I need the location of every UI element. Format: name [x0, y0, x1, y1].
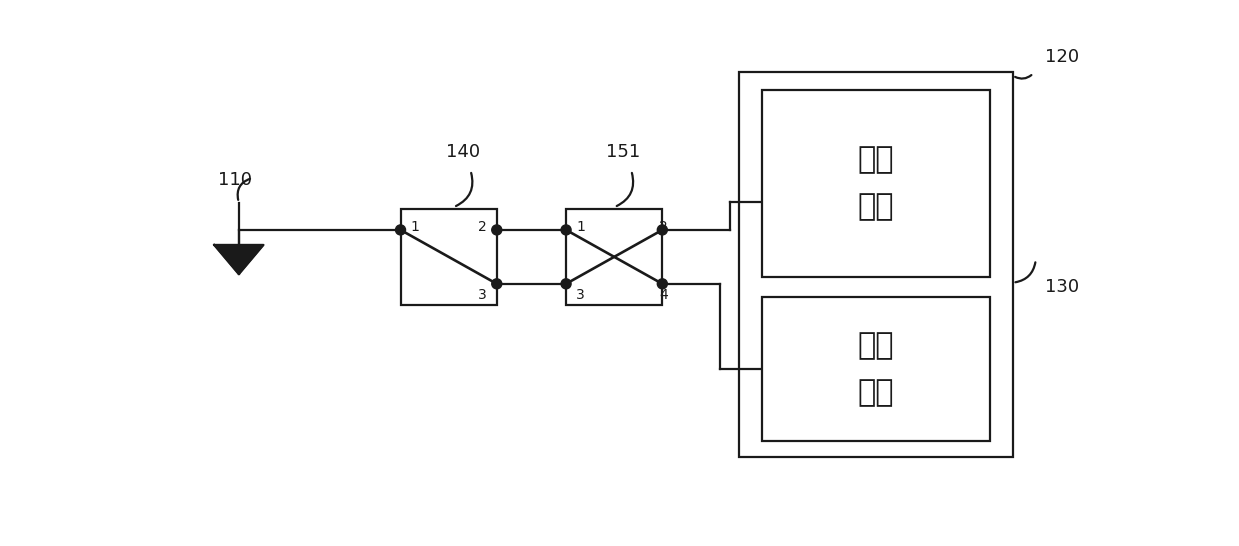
- Text: 151: 151: [606, 143, 641, 161]
- Polygon shape: [214, 245, 264, 274]
- Bar: [762, 296, 990, 441]
- Circle shape: [492, 225, 502, 235]
- Bar: [566, 209, 663, 305]
- Text: 3: 3: [576, 288, 585, 302]
- Text: 第一
芯片: 第一 芯片: [857, 145, 895, 222]
- Text: 2: 2: [659, 220, 668, 234]
- Text: 140: 140: [446, 143, 479, 161]
- Bar: [762, 90, 990, 276]
- Text: 110: 110: [218, 171, 252, 189]
- Circle shape: [658, 279, 668, 289]
- Text: 第二
芯片: 第二 芯片: [857, 331, 895, 407]
- Circle shape: [395, 225, 405, 235]
- Circle shape: [561, 279, 571, 289]
- Circle shape: [492, 279, 502, 289]
- Text: 4: 4: [659, 288, 668, 302]
- Bar: [400, 209, 497, 305]
- Text: 3: 3: [478, 288, 487, 302]
- Circle shape: [658, 225, 668, 235]
- Bar: [740, 72, 1012, 456]
- Text: 120: 120: [1044, 48, 1079, 66]
- Text: 2: 2: [478, 220, 487, 234]
- Text: 1: 1: [576, 220, 585, 234]
- Text: 130: 130: [1044, 277, 1079, 295]
- Circle shape: [561, 225, 571, 235]
- Text: 1: 1: [410, 220, 420, 234]
